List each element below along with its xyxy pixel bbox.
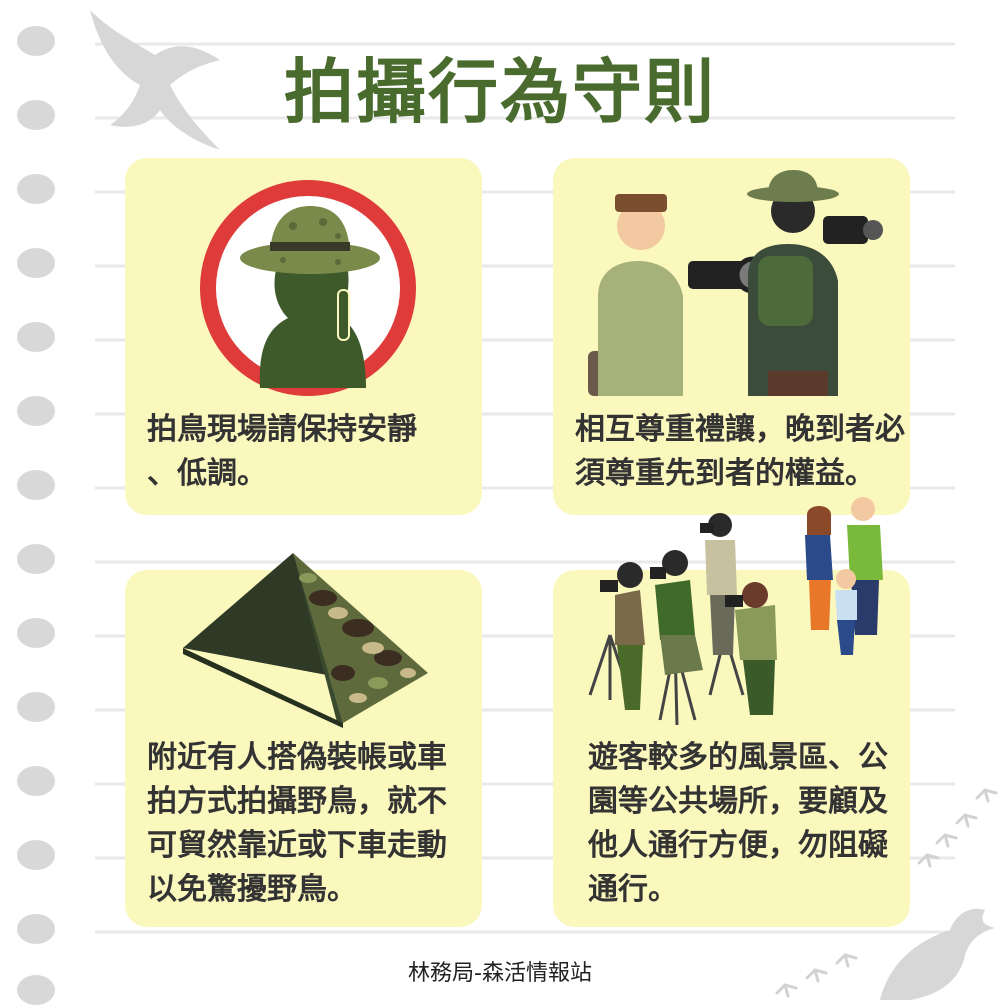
card-text-line: 、低調。 [147,456,267,491]
card-text-line: 他人通行方便，勿阻礙 [588,828,888,863]
card-text: 遊客較多的風景區、公 園等公共場所，要顧及 他人通行方便，勿阻礙 通行。 [588,736,888,912]
card-text-line: 以免驚擾野鳥。 [147,872,357,907]
binder-hole [17,470,55,500]
card-respect: 相互尊重禮讓，晚到者必 須尊重先到者的權益。 [553,158,910,515]
card-text-line: 相互尊重禮讓，晚到者必 [575,412,905,447]
eagle-silhouette-icon [90,10,220,150]
binder-hole [17,248,55,278]
bird-tracks-icon [775,953,858,998]
binder-hole [17,766,55,796]
card-text-line: 可貿然靠近或下車走動 [147,828,447,863]
binder-hole [17,544,55,574]
card-text-line: 須尊重先到者的權益。 [575,456,875,491]
bird-tracks-icon [917,788,998,868]
binder-hole [17,914,55,944]
card-text: 拍鳥現場請保持安靜 、低調。 [147,408,417,496]
card-quiet: 拍鳥現場請保持安靜 、低調。 [125,158,482,515]
card-text: 附近有人搭偽裝帳或車 拍方式拍攝野鳥，就不 可貿然靠近或下車走動 以免驚擾野鳥。 [147,736,447,912]
card-text-line: 遊客較多的風景區、公 [588,740,888,775]
camouflage-tent-icon [183,553,428,728]
footer-credit: 林務局-森活情報站 [408,961,592,986]
bird-silhouette-icon [880,908,995,1000]
binder-holes [0,0,90,1005]
binder-hole [17,26,55,56]
page-title: 拍攝行為守則 [284,51,716,133]
binder-hole [17,692,55,722]
no-noise-icon [200,180,416,396]
binder-hole [17,840,55,870]
card-text-line: 附近有人搭偽裝帳或車 [147,740,447,775]
binder-hole [17,618,55,648]
card-text-line: 拍鳥現場請保持安靜 [147,412,417,447]
card-text-line: 園等公共場所，要顧及 [588,784,888,819]
binder-hole [17,174,55,204]
binder-hole [17,396,55,426]
crowd-icon [588,497,883,726]
card-text-line: 通行。 [588,872,678,907]
binder-hole [17,100,55,130]
card-text-line: 拍方式拍攝野鳥，就不 [147,784,447,819]
photographers-icon [588,170,883,396]
card-text: 相互尊重禮讓，晚到者必 須尊重先到者的權益。 [575,408,905,496]
binder-hole [17,322,55,352]
